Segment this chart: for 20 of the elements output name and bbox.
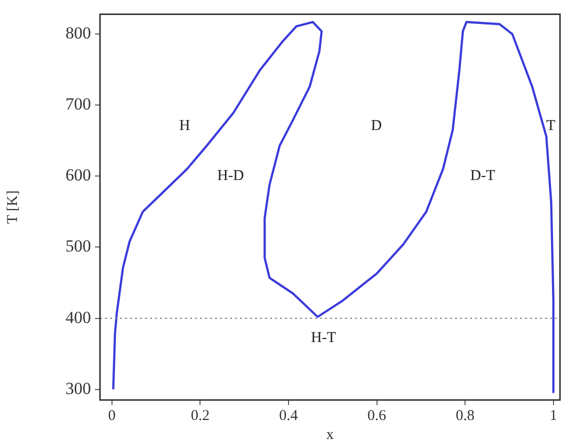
annotation: D	[371, 118, 382, 134]
annotation: T	[546, 118, 556, 134]
y-tick-label: 500	[66, 236, 91, 256]
x-tick-label: 1	[550, 408, 558, 424]
y-tick-label: 600	[66, 166, 91, 185]
annotation: H-D	[217, 168, 244, 184]
y-tick-label: 300	[66, 378, 91, 398]
y-axis-title: T [K]	[4, 190, 21, 224]
y-tick-label: 800	[66, 24, 91, 43]
y-tick-label: 400	[66, 308, 91, 327]
x-tick-label: 0.2	[190, 408, 210, 424]
annotation: H	[179, 118, 190, 134]
x-axis-title: x	[326, 426, 334, 443]
x-tick-label: 0.8	[456, 408, 474, 424]
annotation: D-T	[470, 168, 496, 184]
y-tick-label: 700	[66, 94, 91, 114]
x-tick-label: 0	[108, 408, 116, 424]
annotation: H-T	[311, 330, 336, 346]
x-tick-label: 0.4	[279, 408, 298, 424]
x-tick-label: 0.6	[367, 408, 387, 424]
